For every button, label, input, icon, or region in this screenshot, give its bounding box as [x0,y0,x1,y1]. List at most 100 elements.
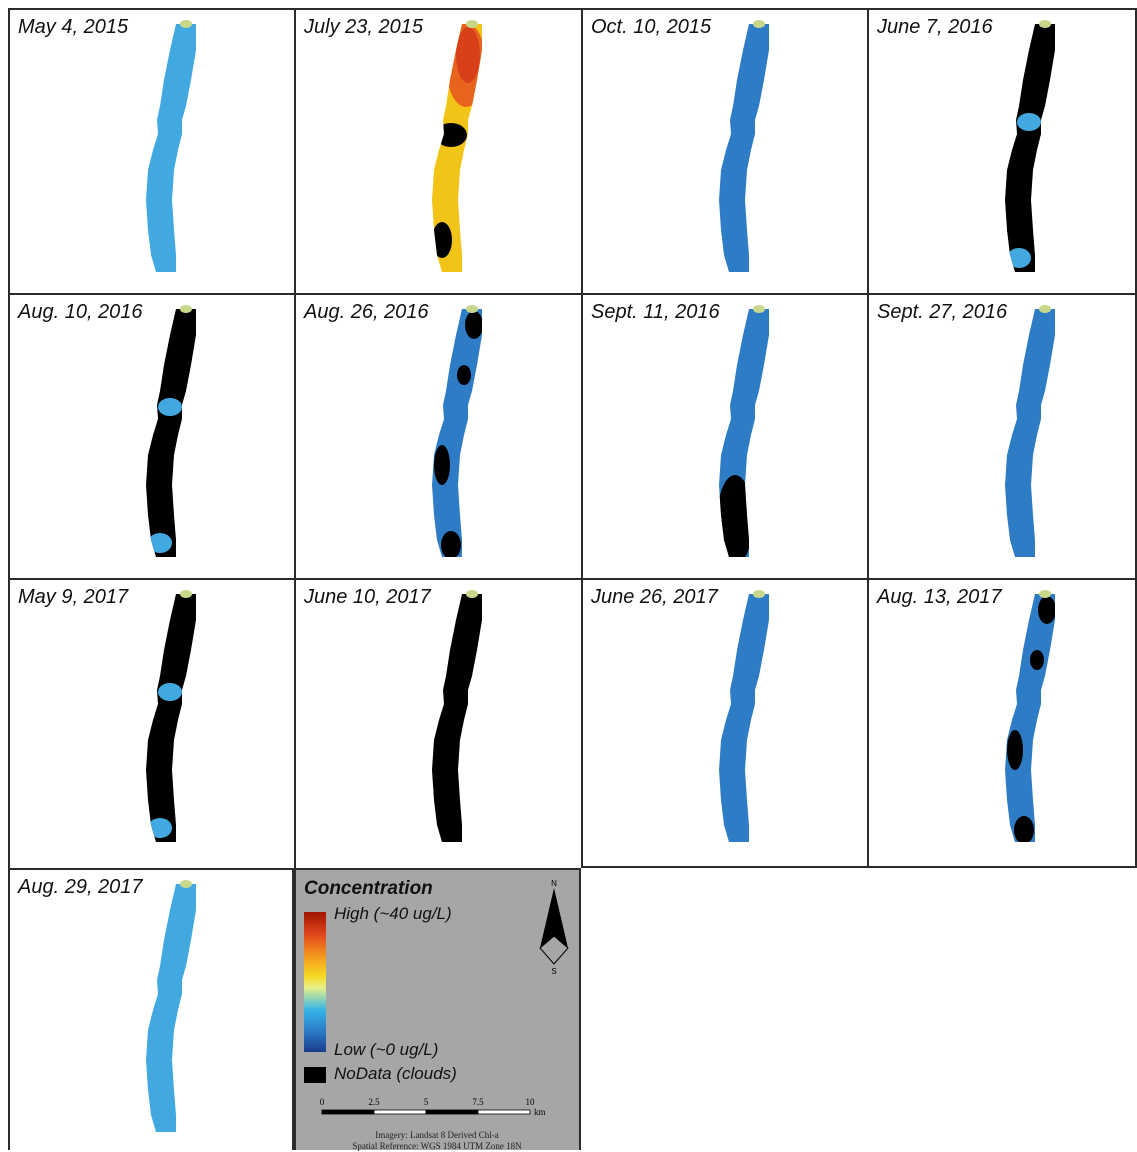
lake-surface [719,24,769,272]
lake-surface [146,309,196,557]
lake-north-tip [466,20,478,28]
lake-map [146,880,196,1132]
credit-reference: Spatial Reference: WGS 1984 UTM Zone 18N [352,1141,522,1151]
map-panel: June 10, 2017 [294,578,581,868]
panel-date-label: Aug. 10, 2016 [18,301,143,323]
lake-overlay [434,311,482,557]
panel-date-label: June 26, 2017 [591,586,718,608]
map-panel: Oct. 10, 2015 [581,8,867,293]
north-label: N [551,879,557,888]
lake-north-tip [180,590,192,598]
map-panel: May 9, 2017 [8,578,294,868]
high-concentration-core [456,27,480,83]
nodata-cloud [434,445,450,485]
nodata-cloud [441,531,461,557]
panel-date-label: Oct. 10, 2015 [591,16,712,38]
lake-overlay [148,398,182,553]
lake-overlay [719,475,753,557]
panel-date-label: May 9, 2017 [18,586,129,608]
panel-date-label: May 4, 2015 [18,16,129,38]
panel-date-label: Aug. 26, 2016 [304,301,429,323]
scale-tick-label: 0 [320,1097,325,1107]
clear-water-patch [1017,113,1041,131]
legend-high-label: High (~40 ug/L) [334,904,452,923]
nodata-cloud [432,222,452,258]
scale-tick-label: 5 [424,1097,429,1107]
scale-segment [425,1109,479,1115]
panel-date-label: June 10, 2017 [304,586,431,608]
lake-surface [719,594,769,842]
nodata-cloud [1038,596,1055,624]
lake-map [432,590,482,842]
panel-date-label: Aug. 29, 2017 [18,876,143,898]
north-arrow-shape [540,888,568,948]
scale-segment [373,1109,427,1115]
lake-surface [432,594,482,842]
scale-tick-label: 7.5 [472,1097,484,1107]
lake-north-tip [1039,590,1051,598]
map-panel-grid: May 4, 2015 July 23, 2015 Oct. 10, 2015 Jun… [8,8,1137,1151]
panel-date-label: Sept. 11, 2016 [591,301,720,323]
lake-north-tip [180,880,192,888]
panel-date-label: June 7, 2016 [877,16,993,38]
scale-segment [321,1109,375,1115]
lake-map [1005,305,1055,557]
north-arrow-tail [539,935,569,965]
legend-title: Concentration [304,878,433,899]
lake-north-tip [753,20,765,28]
nodata-cloud [435,123,467,147]
lake-surface [432,309,482,557]
lake-map [719,305,769,557]
lake-map [432,20,482,272]
lake-overlay [148,683,182,838]
clear-water-patch [1007,248,1031,268]
lake-map [719,590,769,842]
panel-date-label: Aug. 13, 2017 [877,586,1002,608]
clear-water-patch [148,533,172,553]
map-panel: Sept. 11, 2016 [581,293,867,578]
lake-surface [1005,594,1055,842]
panel-date-label: Sept. 27, 2016 [877,301,1008,323]
lake-map [1005,20,1055,272]
scale-segment [477,1109,531,1115]
lake-surface [146,24,196,272]
lake-surface [146,594,196,842]
color-ramp [304,912,326,1052]
nodata-cloud [457,365,471,385]
lake-surface [146,884,196,1132]
lake-north-tip [180,305,192,313]
lake-north-tip [1039,305,1051,313]
scale-tick-label: 10 [526,1097,536,1107]
legend-panel: Concentration High (~40 ug/L) Low (~0 ug/L… [294,868,581,1151]
lake-map [146,590,196,842]
map-panel: Aug. 10, 2016 [8,293,294,578]
south-label: S [551,967,556,976]
map-panel: Aug. 26, 2016 [294,293,581,578]
clear-water-patch [158,398,182,416]
nodata-cloud [465,311,482,339]
lake-map [146,305,196,557]
map-panel: June 26, 2017 [581,578,867,868]
lake-north-tip [180,20,192,28]
lake-north-tip [753,305,765,313]
map-panel: Aug. 29, 2017 [8,868,294,1150]
scale-tick-label: 2.5 [368,1097,380,1107]
scale-unit: km [534,1107,546,1117]
legend-low-label: Low (~0 ug/L) [334,1040,439,1059]
map-panel: June 7, 2016 [867,8,1137,293]
north-arrow-icon: NS [539,879,569,976]
nodata-swatch [304,1067,326,1083]
map-panel: July 23, 2015 [294,8,581,293]
credit-imagery: Imagery: Landsat 8 Derived Chl-a [375,1130,499,1140]
nodata-cloud [719,475,753,557]
lake-north-tip [466,305,478,313]
panel-date-label: July 23, 2015 [304,16,423,38]
nodata-cloud [1030,650,1044,670]
map-panel: May 4, 2015 [8,8,294,293]
lake-surface [1005,24,1055,272]
nodata-cloud [1014,816,1034,842]
lake-surface [1005,309,1055,557]
clear-water-patch [148,818,172,838]
map-panel: Aug. 13, 2017 [867,578,1137,868]
